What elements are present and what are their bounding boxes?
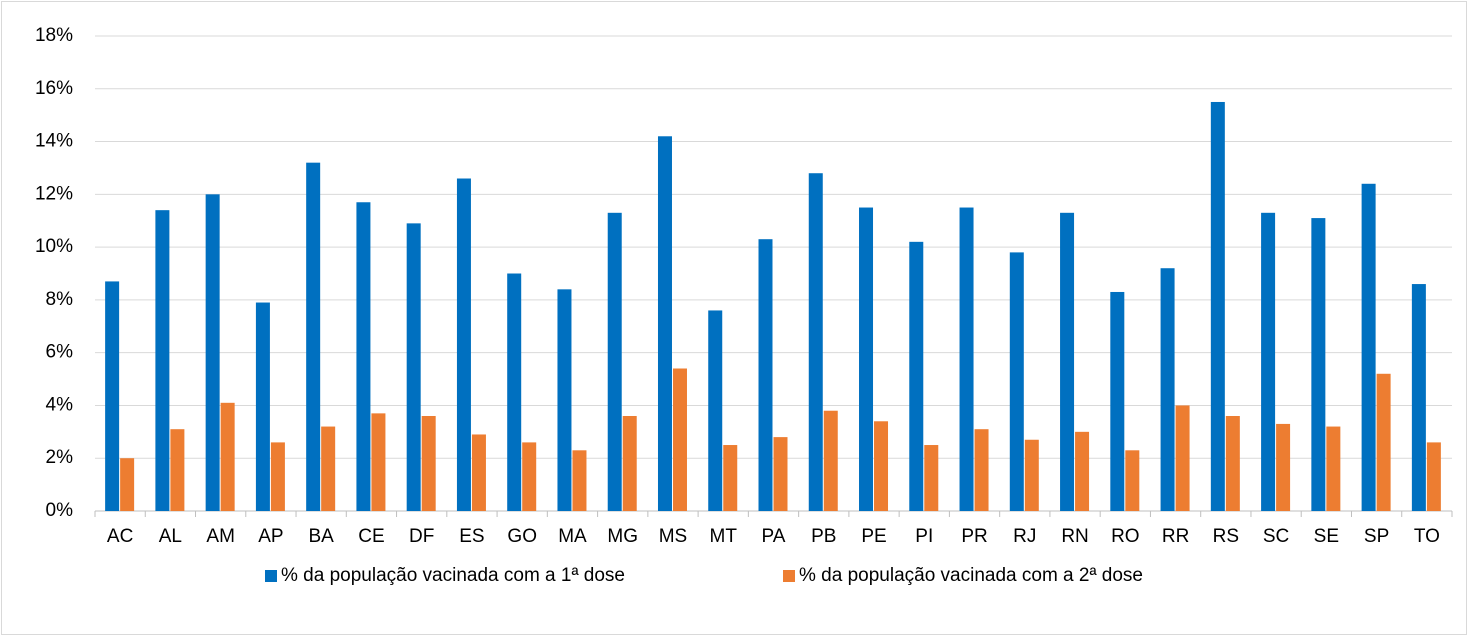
y-tick-label: 12% (35, 183, 73, 204)
y-tick-label: 14% (35, 131, 73, 152)
bar (1311, 218, 1326, 512)
x-tick-label: AL (159, 526, 182, 547)
bar (1110, 291, 1125, 511)
bar (356, 202, 371, 511)
x-tick-label: MS (659, 526, 688, 547)
bar (708, 310, 723, 511)
bar (808, 173, 823, 511)
y-tick-label: 16% (35, 78, 73, 99)
x-tick-label: AM (206, 526, 235, 547)
bar (1125, 450, 1140, 511)
y-tick-label: 6% (46, 342, 74, 363)
bar (406, 223, 421, 511)
x-tick-label: CE (358, 526, 384, 547)
bar (557, 289, 572, 511)
bar (1361, 183, 1376, 511)
legend-label: % da população vacinada com a 2ª dose (799, 565, 1143, 586)
x-tick-label: AC (107, 526, 133, 547)
bar (1060, 212, 1075, 512)
bar (758, 239, 773, 511)
bar (823, 410, 838, 511)
bar (1024, 439, 1039, 511)
x-tick-label: GO (507, 526, 537, 547)
bar (607, 212, 622, 512)
bar (522, 442, 537, 511)
legend-label: % da população vacinada com a 1ª dose (281, 565, 625, 586)
bar (456, 178, 471, 511)
x-tick-label: BA (308, 526, 334, 547)
y-tick-label: 0% (46, 500, 74, 521)
legend-swatch (783, 570, 795, 582)
x-tick-label: RO (1111, 526, 1140, 547)
x-tick-label: DF (409, 526, 434, 547)
x-tick-label: AP (258, 526, 283, 547)
bar (874, 421, 889, 511)
bar (859, 207, 874, 511)
bar (1225, 416, 1240, 511)
x-tick-label: PI (915, 526, 933, 547)
bar (1160, 268, 1175, 511)
bar (105, 281, 120, 511)
y-tick-label: 18% (35, 25, 73, 46)
bar (1210, 101, 1225, 511)
bar (1075, 431, 1090, 511)
x-tick-label: SP (1364, 526, 1389, 547)
x-tick-label: PE (861, 526, 886, 547)
bar (1276, 423, 1291, 511)
x-tick-label: PR (961, 526, 987, 547)
bar (321, 426, 336, 511)
bar (924, 445, 939, 511)
x-tick-label: RR (1162, 526, 1189, 547)
bar (1376, 373, 1391, 511)
x-tick-label: SE (1314, 526, 1339, 547)
x-tick-label: TO (1414, 526, 1440, 547)
x-tick-label: MG (607, 526, 638, 547)
bar (773, 437, 788, 511)
bar (471, 434, 486, 511)
bar (1009, 252, 1024, 511)
bar (120, 458, 135, 511)
x-tick-label: SC (1263, 526, 1289, 547)
bar (371, 413, 386, 511)
x-tick-label: RS (1213, 526, 1239, 547)
bar (270, 442, 285, 511)
y-tick-label: 10% (35, 236, 73, 257)
bar (255, 302, 270, 511)
bar (1426, 442, 1441, 511)
bar (723, 445, 738, 511)
bar (306, 162, 321, 511)
bar (672, 368, 687, 511)
y-tick-label: 2% (46, 447, 74, 468)
x-tick-label: PB (811, 526, 836, 547)
bar (1326, 426, 1341, 511)
y-tick-label: 8% (46, 289, 74, 310)
x-tick-label: MA (558, 526, 587, 547)
bar (1411, 284, 1426, 511)
legend-swatch (265, 570, 277, 582)
bar (572, 450, 587, 511)
x-tick-label: PA (762, 526, 786, 547)
bar (220, 402, 235, 511)
x-tick-label: RN (1061, 526, 1088, 547)
x-tick-label: MT (710, 526, 738, 547)
bar (909, 241, 924, 512)
bar (959, 207, 974, 511)
bar (170, 429, 185, 511)
x-tick-label: RJ (1013, 526, 1036, 547)
bar (205, 194, 220, 512)
bar (1175, 405, 1190, 511)
bar (1261, 212, 1276, 512)
bar (974, 429, 989, 511)
bar (507, 273, 522, 511)
bar (155, 210, 170, 511)
x-tick-label: ES (459, 526, 484, 547)
bar (657, 136, 672, 511)
y-tick-label: 4% (46, 394, 74, 415)
bar (421, 416, 436, 511)
bar (622, 416, 637, 511)
